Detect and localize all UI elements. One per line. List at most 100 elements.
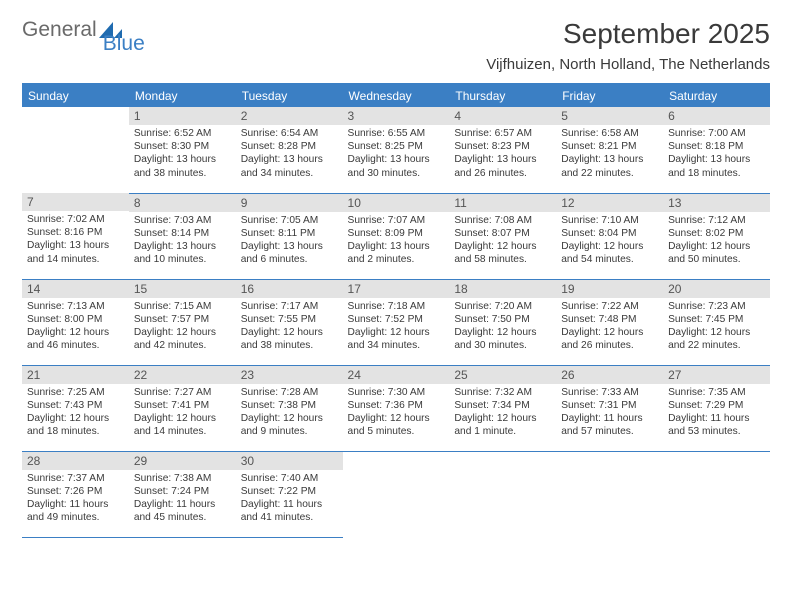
day-details: Sunrise: 6:58 AMSunset: 8:21 PMDaylight:… bbox=[556, 125, 663, 183]
calendar-day-cell: 11Sunrise: 7:08 AMSunset: 8:07 PMDayligh… bbox=[449, 193, 556, 279]
day-number: 18 bbox=[449, 280, 556, 298]
day-details: Sunrise: 7:08 AMSunset: 8:07 PMDaylight:… bbox=[449, 212, 556, 270]
header: General Blue September 2025 Vijfhuizen, … bbox=[22, 18, 770, 73]
day-details: Sunrise: 7:32 AMSunset: 7:34 PMDaylight:… bbox=[449, 384, 556, 442]
day-number: 21 bbox=[22, 366, 129, 384]
day-number: 27 bbox=[663, 366, 770, 384]
day-number: 7 bbox=[22, 193, 129, 211]
calendar-day-cell: 20Sunrise: 7:23 AMSunset: 7:45 PMDayligh… bbox=[663, 279, 770, 365]
calendar-day-cell: 28Sunrise: 7:37 AMSunset: 7:26 PMDayligh… bbox=[22, 451, 129, 537]
calendar-day-cell: 10Sunrise: 7:07 AMSunset: 8:09 PMDayligh… bbox=[343, 193, 450, 279]
calendar-day-cell: 19Sunrise: 7:22 AMSunset: 7:48 PMDayligh… bbox=[556, 279, 663, 365]
day-details: Sunrise: 7:05 AMSunset: 8:11 PMDaylight:… bbox=[236, 212, 343, 270]
day-details: Sunrise: 6:55 AMSunset: 8:25 PMDaylight:… bbox=[343, 125, 450, 183]
day-number: 24 bbox=[343, 366, 450, 384]
day-details: Sunrise: 7:12 AMSunset: 8:02 PMDaylight:… bbox=[663, 212, 770, 270]
calendar-day-cell: 30Sunrise: 7:40 AMSunset: 7:22 PMDayligh… bbox=[236, 451, 343, 537]
day-number: 11 bbox=[449, 194, 556, 212]
day-number: 25 bbox=[449, 366, 556, 384]
day-number: 6 bbox=[663, 107, 770, 125]
day-number: 15 bbox=[129, 280, 236, 298]
calendar-day-cell: 2Sunrise: 6:54 AMSunset: 8:28 PMDaylight… bbox=[236, 107, 343, 193]
day-details: Sunrise: 7:38 AMSunset: 7:24 PMDaylight:… bbox=[129, 470, 236, 528]
day-number: 23 bbox=[236, 366, 343, 384]
day-details: Sunrise: 7:13 AMSunset: 8:00 PMDaylight:… bbox=[22, 298, 129, 356]
calendar-day-cell bbox=[343, 451, 450, 537]
calendar-week-row: 21Sunrise: 7:25 AMSunset: 7:43 PMDayligh… bbox=[22, 365, 770, 451]
calendar-day-cell: 24Sunrise: 7:30 AMSunset: 7:36 PMDayligh… bbox=[343, 365, 450, 451]
month-title: September 2025 bbox=[486, 18, 770, 50]
day-number: 8 bbox=[129, 194, 236, 212]
day-details: Sunrise: 7:40 AMSunset: 7:22 PMDaylight:… bbox=[236, 470, 343, 528]
calendar-day-cell: 22Sunrise: 7:27 AMSunset: 7:41 PMDayligh… bbox=[129, 365, 236, 451]
calendar-day-cell: 26Sunrise: 7:33 AMSunset: 7:31 PMDayligh… bbox=[556, 365, 663, 451]
day-number: 20 bbox=[663, 280, 770, 298]
day-details: Sunrise: 7:02 AMSunset: 8:16 PMDaylight:… bbox=[22, 211, 129, 269]
day-details: Sunrise: 6:52 AMSunset: 8:30 PMDaylight:… bbox=[129, 125, 236, 183]
day-number: 28 bbox=[22, 452, 129, 470]
day-details: Sunrise: 7:03 AMSunset: 8:14 PMDaylight:… bbox=[129, 212, 236, 270]
day-details: Sunrise: 7:23 AMSunset: 7:45 PMDaylight:… bbox=[663, 298, 770, 356]
day-details: Sunrise: 6:57 AMSunset: 8:23 PMDaylight:… bbox=[449, 125, 556, 183]
day-number: 4 bbox=[449, 107, 556, 125]
day-header: Saturday bbox=[663, 84, 770, 107]
day-details: Sunrise: 7:25 AMSunset: 7:43 PMDaylight:… bbox=[22, 384, 129, 442]
day-number: 2 bbox=[236, 107, 343, 125]
logo-text-blue: Blue bbox=[103, 32, 145, 56]
day-details: Sunrise: 7:17 AMSunset: 7:55 PMDaylight:… bbox=[236, 298, 343, 356]
calendar-day-cell bbox=[449, 451, 556, 537]
location: Vijfhuizen, North Holland, The Netherlan… bbox=[486, 56, 770, 73]
day-number: 10 bbox=[343, 194, 450, 212]
calendar-body: 1Sunrise: 6:52 AMSunset: 8:30 PMDaylight… bbox=[22, 107, 770, 537]
calendar-day-cell bbox=[663, 451, 770, 537]
day-number: 9 bbox=[236, 194, 343, 212]
day-number: 22 bbox=[129, 366, 236, 384]
day-number: 17 bbox=[343, 280, 450, 298]
calendar-day-cell: 17Sunrise: 7:18 AMSunset: 7:52 PMDayligh… bbox=[343, 279, 450, 365]
day-details: Sunrise: 7:30 AMSunset: 7:36 PMDaylight:… bbox=[343, 384, 450, 442]
logo-text-general: General bbox=[22, 18, 97, 42]
logo: General Blue bbox=[22, 18, 167, 42]
calendar-day-cell: 14Sunrise: 7:13 AMSunset: 8:00 PMDayligh… bbox=[22, 279, 129, 365]
calendar-day-cell: 23Sunrise: 7:28 AMSunset: 7:38 PMDayligh… bbox=[236, 365, 343, 451]
day-header: Friday bbox=[556, 84, 663, 107]
day-details: Sunrise: 7:15 AMSunset: 7:57 PMDaylight:… bbox=[129, 298, 236, 356]
calendar-week-row: 14Sunrise: 7:13 AMSunset: 8:00 PMDayligh… bbox=[22, 279, 770, 365]
calendar-day-cell: 6Sunrise: 7:00 AMSunset: 8:18 PMDaylight… bbox=[663, 107, 770, 193]
calendar-week-row: 7Sunrise: 7:02 AMSunset: 8:16 PMDaylight… bbox=[22, 193, 770, 279]
day-details: Sunrise: 7:10 AMSunset: 8:04 PMDaylight:… bbox=[556, 212, 663, 270]
day-details: Sunrise: 6:54 AMSunset: 8:28 PMDaylight:… bbox=[236, 125, 343, 183]
day-header: Sunday bbox=[22, 84, 129, 107]
calendar-day-cell: 25Sunrise: 7:32 AMSunset: 7:34 PMDayligh… bbox=[449, 365, 556, 451]
day-details: Sunrise: 7:33 AMSunset: 7:31 PMDaylight:… bbox=[556, 384, 663, 442]
day-header: Thursday bbox=[449, 84, 556, 107]
calendar-day-cell: 3Sunrise: 6:55 AMSunset: 8:25 PMDaylight… bbox=[343, 107, 450, 193]
day-header: Wednesday bbox=[343, 84, 450, 107]
calendar-day-cell: 1Sunrise: 6:52 AMSunset: 8:30 PMDaylight… bbox=[129, 107, 236, 193]
day-details: Sunrise: 7:18 AMSunset: 7:52 PMDaylight:… bbox=[343, 298, 450, 356]
day-number: 12 bbox=[556, 194, 663, 212]
calendar-week-row: 28Sunrise: 7:37 AMSunset: 7:26 PMDayligh… bbox=[22, 451, 770, 537]
calendar-day-cell: 13Sunrise: 7:12 AMSunset: 8:02 PMDayligh… bbox=[663, 193, 770, 279]
calendar-day-cell: 27Sunrise: 7:35 AMSunset: 7:29 PMDayligh… bbox=[663, 365, 770, 451]
calendar-table: SundayMondayTuesdayWednesdayThursdayFrid… bbox=[22, 83, 770, 538]
day-number: 1 bbox=[129, 107, 236, 125]
calendar-day-cell bbox=[556, 451, 663, 537]
day-details: Sunrise: 7:27 AMSunset: 7:41 PMDaylight:… bbox=[129, 384, 236, 442]
calendar-day-cell: 15Sunrise: 7:15 AMSunset: 7:57 PMDayligh… bbox=[129, 279, 236, 365]
day-details: Sunrise: 7:28 AMSunset: 7:38 PMDaylight:… bbox=[236, 384, 343, 442]
day-number: 14 bbox=[22, 280, 129, 298]
calendar-day-cell: 21Sunrise: 7:25 AMSunset: 7:43 PMDayligh… bbox=[22, 365, 129, 451]
day-number: 5 bbox=[556, 107, 663, 125]
day-details: Sunrise: 7:07 AMSunset: 8:09 PMDaylight:… bbox=[343, 212, 450, 270]
calendar-day-cell: 9Sunrise: 7:05 AMSunset: 8:11 PMDaylight… bbox=[236, 193, 343, 279]
calendar-day-cell: 29Sunrise: 7:38 AMSunset: 7:24 PMDayligh… bbox=[129, 451, 236, 537]
day-details: Sunrise: 7:37 AMSunset: 7:26 PMDaylight:… bbox=[22, 470, 129, 528]
day-number: 19 bbox=[556, 280, 663, 298]
calendar-header: SundayMondayTuesdayWednesdayThursdayFrid… bbox=[22, 84, 770, 107]
calendar-week-row: 1Sunrise: 6:52 AMSunset: 8:30 PMDaylight… bbox=[22, 107, 770, 193]
calendar-day-cell: 12Sunrise: 7:10 AMSunset: 8:04 PMDayligh… bbox=[556, 193, 663, 279]
day-number: 3 bbox=[343, 107, 450, 125]
day-details: Sunrise: 7:35 AMSunset: 7:29 PMDaylight:… bbox=[663, 384, 770, 442]
day-number: 29 bbox=[129, 452, 236, 470]
